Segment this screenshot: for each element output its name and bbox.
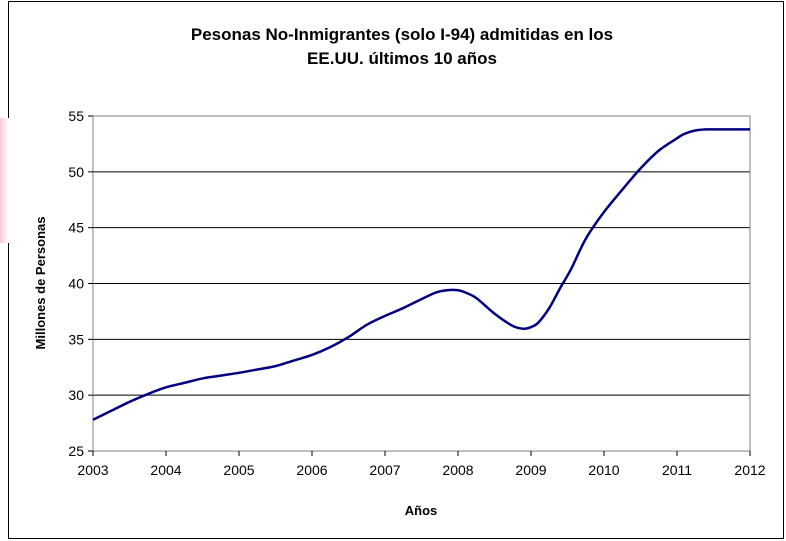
x-tick-label: 2008 (442, 462, 473, 478)
y-axis-title: Millones de Personas (33, 217, 48, 350)
x-tick-label: 2003 (77, 462, 108, 478)
y-tick-label: 50 (68, 164, 84, 180)
x-tick-label: 2009 (515, 462, 546, 478)
x-axis-ticks: 2003 2004 2005 2006 2007 2008 2009 2010 2011 2012 (77, 451, 766, 478)
y-tick-label: 35 (68, 331, 84, 347)
x-tick-label: 2012 (734, 462, 765, 478)
series-line-0 (92, 128, 750, 421)
chart-frame (8, 1, 784, 539)
y-tick-label: 55 (68, 108, 84, 124)
y-tick-label: 25 (68, 443, 84, 459)
x-tick-label: 2005 (223, 462, 254, 478)
x-tick-label: 2010 (588, 462, 619, 478)
series-layer (92, 128, 750, 421)
y-tick-label: 30 (68, 387, 84, 403)
gridlines (93, 171, 750, 396)
y-tick-label: 45 (68, 220, 84, 236)
chart-title-line-1: Pesonas No-Inmigrantes (solo I-94) admit… (191, 25, 613, 44)
x-axis-title: Años (405, 503, 438, 518)
x-tick-label: 2011 (662, 462, 692, 478)
x-tick-label: 2004 (150, 462, 181, 478)
y-axis-ticks: 25 30 35 40 45 50 55 (68, 108, 93, 459)
chart-title-line-2: EE.UU. últimos 10 años (307, 49, 497, 68)
x-tick-label: 2007 (369, 462, 400, 478)
y-tick-label: 40 (68, 276, 84, 292)
left-accent-bar (0, 118, 9, 243)
x-tick-label: 2006 (296, 462, 327, 478)
